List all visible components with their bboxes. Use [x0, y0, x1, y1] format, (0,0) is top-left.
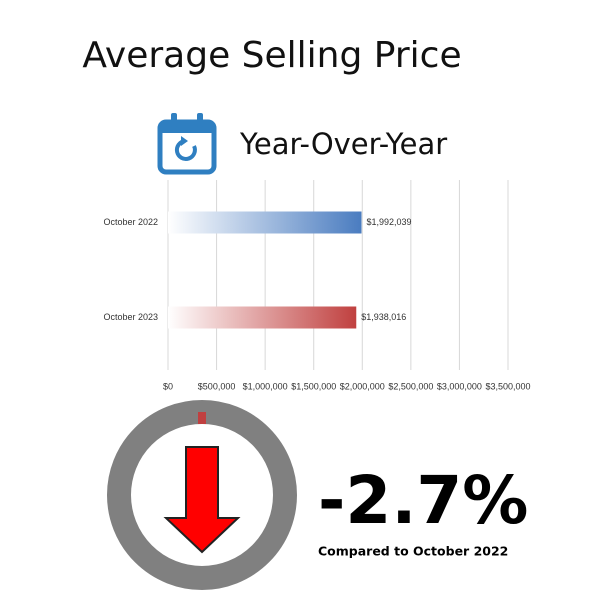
x-tick-label: $1,000,000 [243, 381, 288, 391]
category-label: October 2023 [103, 312, 158, 322]
x-tick-label: $2,000,000 [340, 381, 385, 391]
x-tick-label: $500,000 [198, 381, 236, 391]
x-tick-label: $1,500,000 [291, 381, 336, 391]
change-value: -2.7% [318, 462, 528, 539]
value-label: $1,938,016 [361, 312, 406, 322]
x-tick-label: $2,500,000 [388, 381, 433, 391]
calendar-icon [157, 113, 217, 175]
change-indicator [107, 400, 297, 590]
title: Average Selling Price [82, 35, 461, 76]
comparison-text: Compared to October 2022 [318, 544, 508, 559]
bar-chart: $0 $500,000 $1,000,000 $1,500,000 $2,000,000… [103, 180, 531, 391]
bar [168, 211, 362, 234]
x-tick-label: $3,000,000 [437, 381, 482, 391]
subtitle: Year-Over-Year [239, 127, 447, 161]
x-tick-label: $3,500,000 [485, 381, 530, 391]
bar [168, 306, 357, 329]
x-tick-label: $0 [163, 381, 173, 391]
category-label: October 2022 [103, 217, 158, 227]
value-label: $1,992,039 [367, 217, 412, 227]
